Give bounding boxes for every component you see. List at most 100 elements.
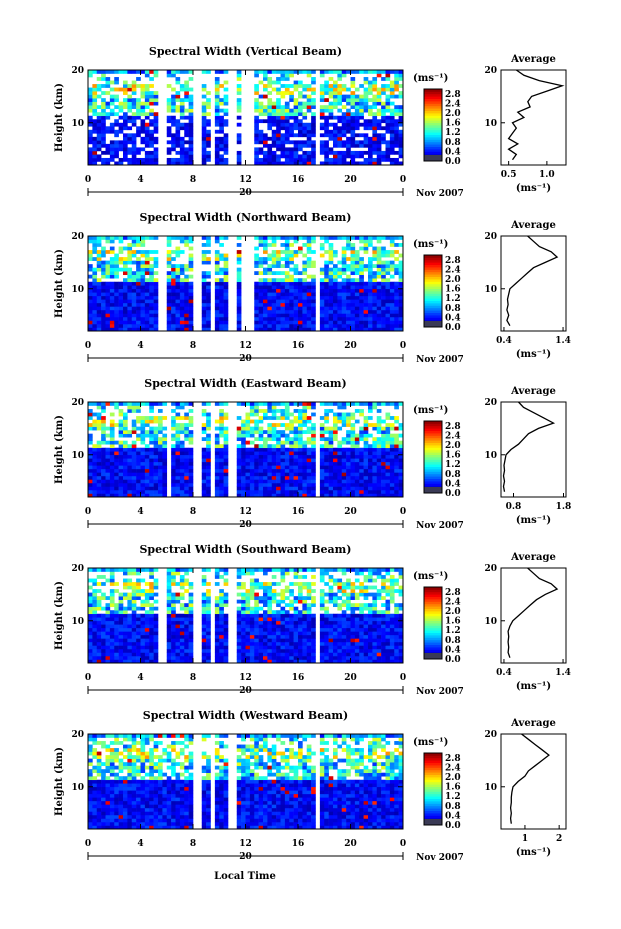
heatmap-cell	[179, 472, 185, 477]
heatmap-cell	[394, 313, 399, 318]
heatmap-cell	[337, 143, 343, 148]
heatmap-cell	[267, 454, 273, 459]
heatmap-cell	[109, 80, 115, 85]
heatmap-cell	[381, 267, 386, 272]
heatmap-cell	[236, 634, 242, 639]
heatmap-cell	[88, 108, 93, 113]
heatmap-cell	[319, 631, 325, 636]
heatmap-cell	[206, 136, 211, 141]
heatmap-cell	[101, 136, 106, 141]
heatmap-cell	[258, 108, 264, 113]
heatmap-cell	[254, 129, 259, 134]
profile-line	[506, 235, 559, 327]
heatmap-cell	[267, 157, 273, 162]
heatmap-cell	[263, 94, 268, 99]
heatmap-cell	[276, 281, 281, 286]
colorbar-segment	[424, 151, 442, 155]
heatmap-cell	[385, 440, 391, 445]
heatmap-cell	[92, 281, 98, 286]
heatmap-cell	[398, 271, 404, 276]
heatmap-cell	[162, 489, 168, 494]
heatmap-cell	[350, 264, 356, 268]
heatmap-cell	[254, 285, 259, 290]
heatmap-cell	[319, 309, 325, 314]
heatmap-cell	[109, 122, 115, 127]
heatmap-cell	[171, 295, 176, 300]
heatmap-cell	[149, 309, 154, 314]
colorbar-tick-label: 1.6	[445, 119, 461, 129]
heatmap-cell	[284, 486, 290, 491]
heatmap-cell	[131, 631, 137, 636]
heatmap-cell	[114, 87, 119, 92]
heatmap-cell	[394, 281, 399, 286]
heatmap-cell	[254, 302, 259, 307]
heatmap-cell	[166, 285, 172, 290]
heatmap-cell	[359, 236, 364, 240]
profile-x-axis-label: (ms⁻¹)	[516, 349, 551, 360]
heatmap-cell	[188, 147, 194, 152]
heatmap-cell	[123, 451, 128, 456]
heatmap-cell	[306, 133, 312, 138]
heatmap-cell	[385, 423, 391, 427]
heatmap-cell	[140, 239, 146, 244]
heatmap-cell	[92, 70, 98, 74]
heatmap-cell	[109, 285, 115, 290]
heatmap-cell	[144, 430, 150, 434]
heatmap-cell	[184, 302, 189, 307]
heatmap-cell	[398, 243, 404, 247]
heatmap-cell	[311, 260, 316, 265]
heatmap-cell	[96, 292, 102, 297]
heatmap-cell	[114, 482, 119, 487]
heatmap-cell	[346, 101, 351, 106]
heatmap-cell	[179, 70, 185, 74]
heatmap-cell	[123, 316, 128, 321]
heatmap-cell	[394, 426, 399, 431]
heatmap-cell	[179, 288, 185, 293]
heatmap-cell	[333, 433, 338, 438]
heatmap-cell	[394, 479, 399, 484]
heatmap-cell	[131, 250, 137, 254]
heatmap-cell	[376, 634, 382, 639]
heatmap-cell	[114, 659, 119, 664]
heatmap-cell	[319, 323, 325, 328]
heatmap-cell	[267, 105, 273, 110]
heatmap-cell	[127, 126, 133, 131]
heatmap-cell	[263, 489, 268, 494]
heatmap-cell	[166, 157, 172, 162]
heatmap-cell	[214, 260, 220, 265]
heatmap-cell	[376, 267, 382, 272]
heatmap-cell	[381, 302, 386, 307]
heatmap-cell	[201, 465, 207, 470]
heatmap-cell	[114, 465, 119, 470]
heatmap-cell	[158, 489, 163, 494]
heatmap-cell	[101, 458, 106, 463]
heatmap-cell	[293, 409, 299, 413]
heatmap-cell	[311, 423, 316, 427]
heatmap-cell	[363, 468, 369, 473]
heatmap-cell	[105, 288, 111, 293]
heatmap-cell	[140, 309, 146, 314]
heatmap-cell	[328, 136, 334, 141]
colorbar-segment	[424, 291, 442, 294]
heatmap-cell	[354, 645, 360, 650]
heatmap-cell	[149, 236, 154, 240]
heatmap-cell	[144, 295, 150, 300]
heatmap-cell	[337, 133, 343, 138]
heatmap-cell	[236, 433, 242, 438]
heatmap-cell	[271, 430, 277, 434]
heatmap-cell	[206, 313, 211, 318]
heatmap-cell	[346, 129, 351, 134]
heatmap-cell	[144, 98, 150, 102]
heatmap-cell	[236, 70, 242, 74]
heatmap-cell	[271, 243, 277, 247]
heatmap-cell	[109, 101, 115, 106]
heatmap-cell	[123, 638, 128, 643]
colorbar-segment	[424, 132, 442, 135]
heatmap-cell	[328, 426, 334, 431]
heatmap-cell	[328, 444, 334, 449]
heatmap-cell	[394, 80, 399, 85]
heatmap-cell	[92, 271, 98, 276]
heatmap-cell	[179, 402, 185, 406]
heatmap-cell	[206, 309, 211, 314]
heatmap-cell	[328, 465, 334, 470]
